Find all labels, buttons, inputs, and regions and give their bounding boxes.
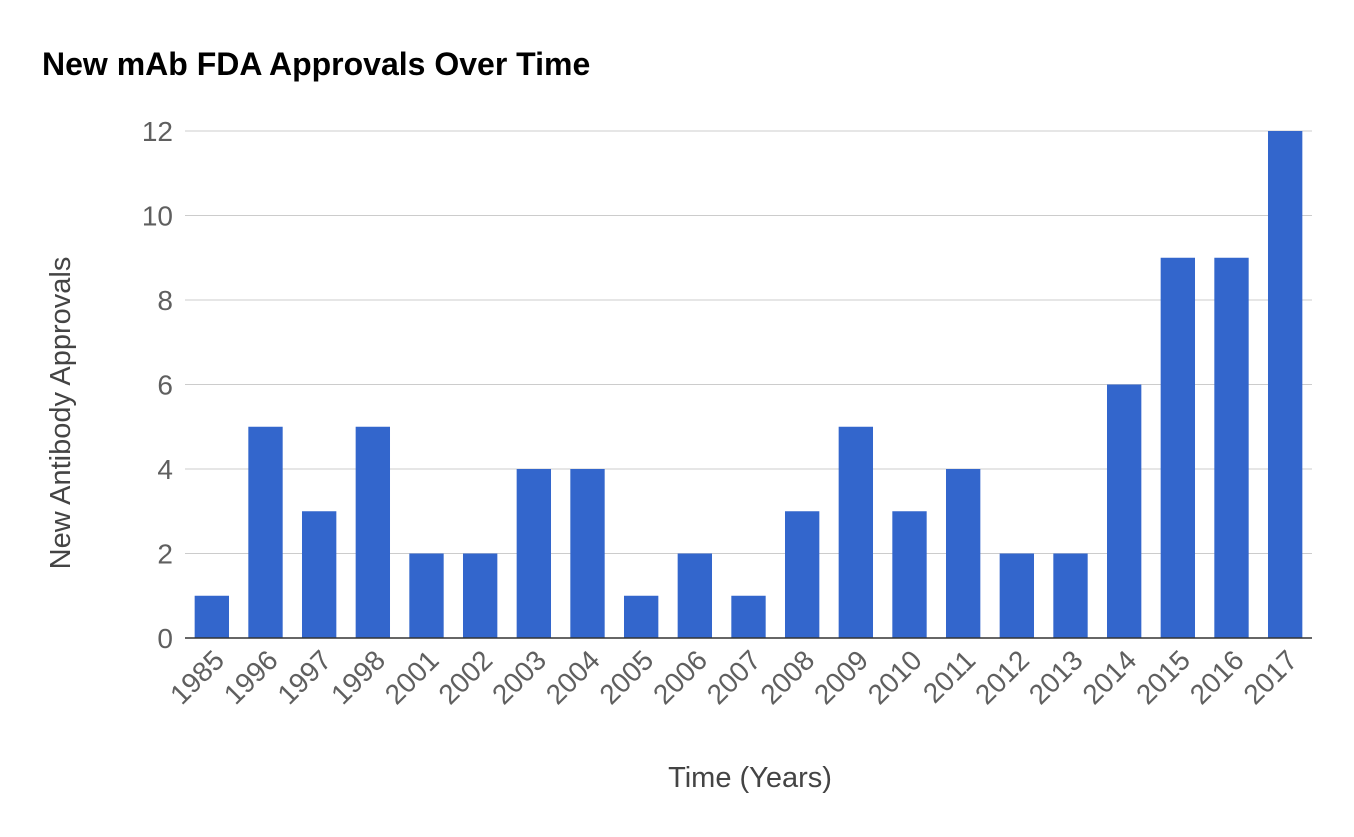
y-axis-ticks: 0 2 4 6 8 10 12 [142,116,173,654]
chart-title: New mAb FDA Approvals Over Time [42,46,590,82]
bar-2011 [945,469,981,638]
x-tick-label: 2002 [432,644,498,710]
bars [194,131,1303,638]
bar-1998 [355,426,391,638]
x-tick-label: 2008 [754,644,820,710]
x-tick-label: 2009 [808,644,874,710]
bar-2013 [1053,553,1088,638]
bar-2003 [516,469,552,638]
x-tick-label: 2003 [486,644,552,710]
bar-2001 [409,553,444,638]
y-tick-label: 4 [157,454,173,485]
bar-2014 [1106,384,1142,638]
gridlines [185,130,1312,554]
y-axis-title: New Antibody Approvals [45,257,77,570]
x-tick-label: 2012 [969,644,1035,710]
x-tick-label: 2016 [1184,644,1250,710]
y-tick-label: 6 [157,370,173,401]
y-tick-label: 0 [157,623,173,654]
x-tick-label: 1996 [218,644,284,710]
bar-2017 [1267,131,1303,638]
x-tick-label: 1998 [325,644,391,710]
x-tick-label: 2005 [593,644,659,710]
x-tick-label: 1997 [271,644,337,710]
y-tick-label: 8 [157,285,173,316]
bar-2005 [623,595,659,638]
bar-2015 [1160,257,1196,638]
bar-1985 [194,595,230,638]
x-tick-label: 2010 [862,644,928,710]
x-axis-ticks: 1985199619971998200120022003200420052006… [164,644,1303,710]
bar-2012 [999,553,1035,638]
x-tick-label: 2004 [540,644,606,710]
bar-2008 [784,511,820,638]
x-axis-title: Time (Years) [668,762,832,794]
bar-2010 [892,511,927,638]
x-tick-label: 2001 [379,644,445,710]
bar-2016 [1214,257,1249,638]
x-tick-label: 2006 [647,644,713,710]
y-tick-label: 12 [142,116,173,147]
x-tick-label: 2007 [701,644,767,710]
x-tick-label: 2017 [1237,644,1303,710]
y-tick-label: 2 [157,539,173,570]
bar-2007 [731,595,766,638]
bar-1997 [301,511,337,638]
bar-2002 [462,553,498,638]
y-tick-label: 10 [142,201,173,232]
bar-2004 [570,469,605,638]
x-tick-label: 2014 [1076,644,1142,710]
x-tick-label: 1985 [164,644,230,710]
bar-1996 [248,426,283,638]
bar-2009 [838,426,874,638]
x-tick-label: 2013 [1023,644,1089,710]
x-tick-label: 2011 [917,644,982,709]
x-tick-label: 2015 [1130,644,1196,710]
bar-2006 [677,553,713,638]
